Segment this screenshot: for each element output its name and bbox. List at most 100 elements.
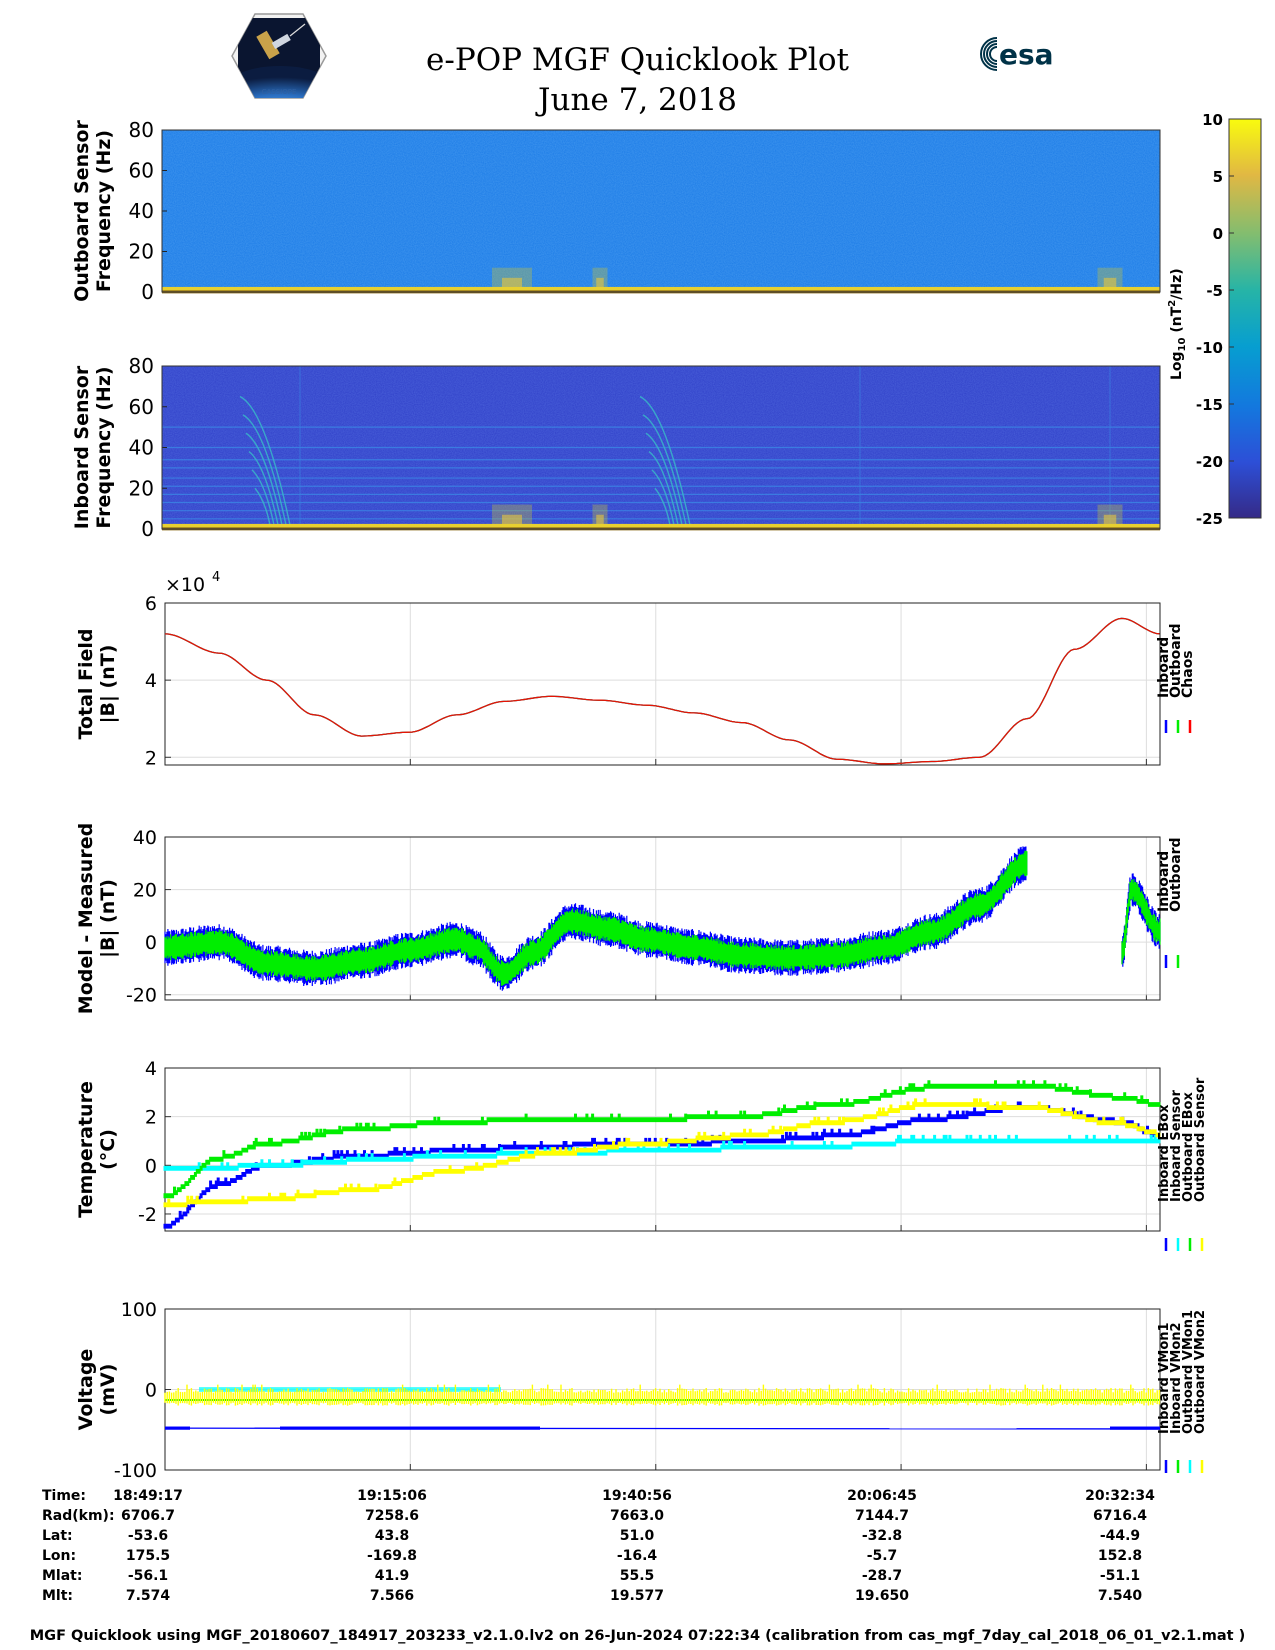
temp-outboard-ebox-trace	[163, 1080, 1161, 1199]
low-frequency-band	[162, 523, 1160, 529]
temp-legend-label: Outboard Sensor	[1193, 1077, 1208, 1202]
total-exponent-base: ×10	[165, 574, 205, 596]
spec-ylabel-line1: Outboard Sensor	[71, 120, 93, 302]
temp-ytick-label: 4	[145, 1058, 157, 1080]
outboard-spectrogram-panel: 80 60 40 20 0 Outboard Sensor Frequency (Hz)	[71, 118, 1161, 304]
ephemeris-value: -28.7	[861, 1568, 903, 1584]
whistler-trace	[639, 395, 691, 526]
spectral-burst-core	[596, 514, 604, 529]
spec-ylabel-line2: Frequency (Hz)	[93, 366, 115, 528]
temp-outboard-sensor-trace	[163, 1098, 1161, 1208]
ephemeris-value: 7258.6	[364, 1508, 420, 1524]
g-outspec-noise	[162, 130, 1160, 292]
whistler-trace	[254, 487, 271, 526]
volt-ylabel-line1: Voltage	[75, 1349, 97, 1431]
ephemeris-value: 18:49:17	[113, 1488, 183, 1504]
volt-axes-box	[164, 1308, 1161, 1471]
spec-ytick-label: 60	[129, 395, 154, 419]
diff-ytick-label: 40	[133, 827, 157, 849]
total-field-panel: 6 4 2 Total Field |B| (nT) ×10 4 InboardOutboar…	[75, 570, 1196, 769]
ephemeris-row-label: Rad(km):	[42, 1508, 115, 1524]
colorbar-tick-label: 0	[1213, 225, 1223, 243]
ephemeris-value: 20:06:45	[847, 1488, 917, 1504]
ephemeris-value: -169.8	[366, 1548, 418, 1564]
ephemeris-value: 41.9	[374, 1568, 410, 1584]
ephemeris-value: -53.6	[127, 1528, 169, 1544]
footer-caption: MGF Quicklook using MGF_20180607_184917_…	[29, 1628, 1246, 1644]
total-field-outboard-line	[164, 617, 1160, 765]
colorbar-tick-label: 10	[1202, 111, 1223, 129]
temp-ytick-label: 2	[145, 1107, 157, 1129]
total-ytick-label: 6	[145, 593, 157, 615]
whistler-trace	[251, 469, 275, 526]
diff-ytick-label: 20	[133, 880, 157, 902]
spec-axes-box	[161, 365, 1161, 530]
temp-legend-label: Outboard EBox	[1181, 1092, 1196, 1202]
ephemeris-value: 7663.0	[609, 1508, 665, 1524]
whistler-trace	[654, 487, 671, 526]
colorbar: 10 5 0 -5 -10 -15 -20 -25 Log10 (nT2/Hz)	[1167, 111, 1262, 528]
total-exponent-power: 4	[212, 570, 220, 585]
spec-ytick-label: 40	[129, 436, 154, 460]
esa-logo: esa	[980, 37, 1054, 71]
colorbar-gradient	[1228, 118, 1262, 519]
colorbar-label: Log10 (nT2/Hz)	[1167, 268, 1188, 380]
ephemeris-value: -32.8	[861, 1528, 903, 1544]
ephemeris-row-label: Mlat:	[42, 1568, 83, 1584]
spec-ytick-label: 60	[129, 159, 154, 183]
ephemeris-value: 20:32:34	[1085, 1488, 1155, 1504]
inboard-spectrogram-panel: 80 60 40 20 0 Inboard Sensor Frequency (Hz)	[71, 354, 1161, 541]
volt-ylabel-line2: (mV)	[97, 1364, 119, 1416]
low-frequency-band	[162, 286, 1160, 292]
spec-ytick-label: 20	[129, 476, 154, 500]
diff-outboard-trace	[164, 850, 1028, 986]
diff-outboard-trace-segment2	[1121, 879, 1161, 965]
ephemeris-value: 55.5	[619, 1568, 655, 1584]
ephemeris-value: 7144.7	[854, 1508, 910, 1524]
esa-logo-text: esa	[999, 38, 1054, 71]
whistler-trace	[651, 469, 675, 526]
total-legend-label: Inboard	[1156, 637, 1172, 698]
diff-ylabel-line1: Model - Measured	[75, 823, 97, 1014]
whistler-trace	[239, 395, 291, 526]
model-minus-measured-panel: 40 20 0 -20 Model - Measured |B| (nT) InboardO…	[75, 823, 1184, 1014]
ephemeris-value: 19.577	[609, 1588, 665, 1604]
volt-ytick-label: 100	[121, 1299, 157, 1321]
colorbar-tick-label: -25	[1196, 510, 1223, 528]
ephemeris-row-label: Time:	[42, 1488, 87, 1504]
total-legend-label: Chaos	[1180, 650, 1196, 698]
volt-ytick-label: -100	[114, 1460, 157, 1482]
total-ytick-label: 2	[145, 747, 157, 769]
ephemeris-value: 152.8	[1097, 1548, 1143, 1564]
whistler-trace	[645, 432, 683, 526]
spec-ytick-label: 80	[129, 354, 154, 378]
total-ylabel-line2: |B| (nT)	[97, 645, 119, 724]
ephemeris-value: 175.5	[125, 1548, 171, 1564]
temp-ylabel-line1: Temperature	[75, 1081, 97, 1218]
ephemeris-value: 7.566	[369, 1588, 415, 1604]
whistler-trace	[642, 414, 687, 526]
volt-legend-label: Inboard VMon2	[1169, 1322, 1184, 1434]
total-ylabel-line1: Total Field	[75, 628, 97, 739]
total-field-inboard-line	[164, 617, 1160, 765]
volt-outboard-vmon2-trace	[164, 1384, 1161, 1406]
ephemeris-value: 19.650	[854, 1588, 910, 1604]
ephemeris-value: 7.574	[125, 1588, 171, 1604]
colorbar-tick-label: 5	[1213, 168, 1223, 186]
temp-ytick-label: -2	[138, 1204, 157, 1226]
ephemeris-row-label: Lon:	[42, 1548, 77, 1564]
temp-ylabel-line2: (°C)	[97, 1129, 119, 1170]
spec-ytick-label: 0	[141, 280, 154, 304]
colorbar-tick-label: -15	[1196, 396, 1223, 414]
temperature-panel: 4 2 0 -2 Temperature (°C) Inboard EBoxInboard …	[75, 1058, 1208, 1251]
total-field-chaos-line	[164, 617, 1160, 765]
ephemeris-value: -51.1	[1099, 1568, 1141, 1584]
voltage-panel: 100 0 -100 Voltage (mV) Inboard VMon1Inboard …	[75, 1299, 1208, 1482]
whistler-trace	[245, 432, 283, 526]
volt-inboard-vmon1-segment	[165, 1426, 190, 1430]
total-ytick-label: 4	[145, 670, 157, 692]
volt-legend-label: Outboard VMon1	[1181, 1310, 1196, 1434]
total-axes-box	[164, 602, 1161, 766]
spec-axes-box	[161, 129, 1161, 293]
plot-title: e-POP MGF Quicklook Plot	[426, 42, 849, 78]
